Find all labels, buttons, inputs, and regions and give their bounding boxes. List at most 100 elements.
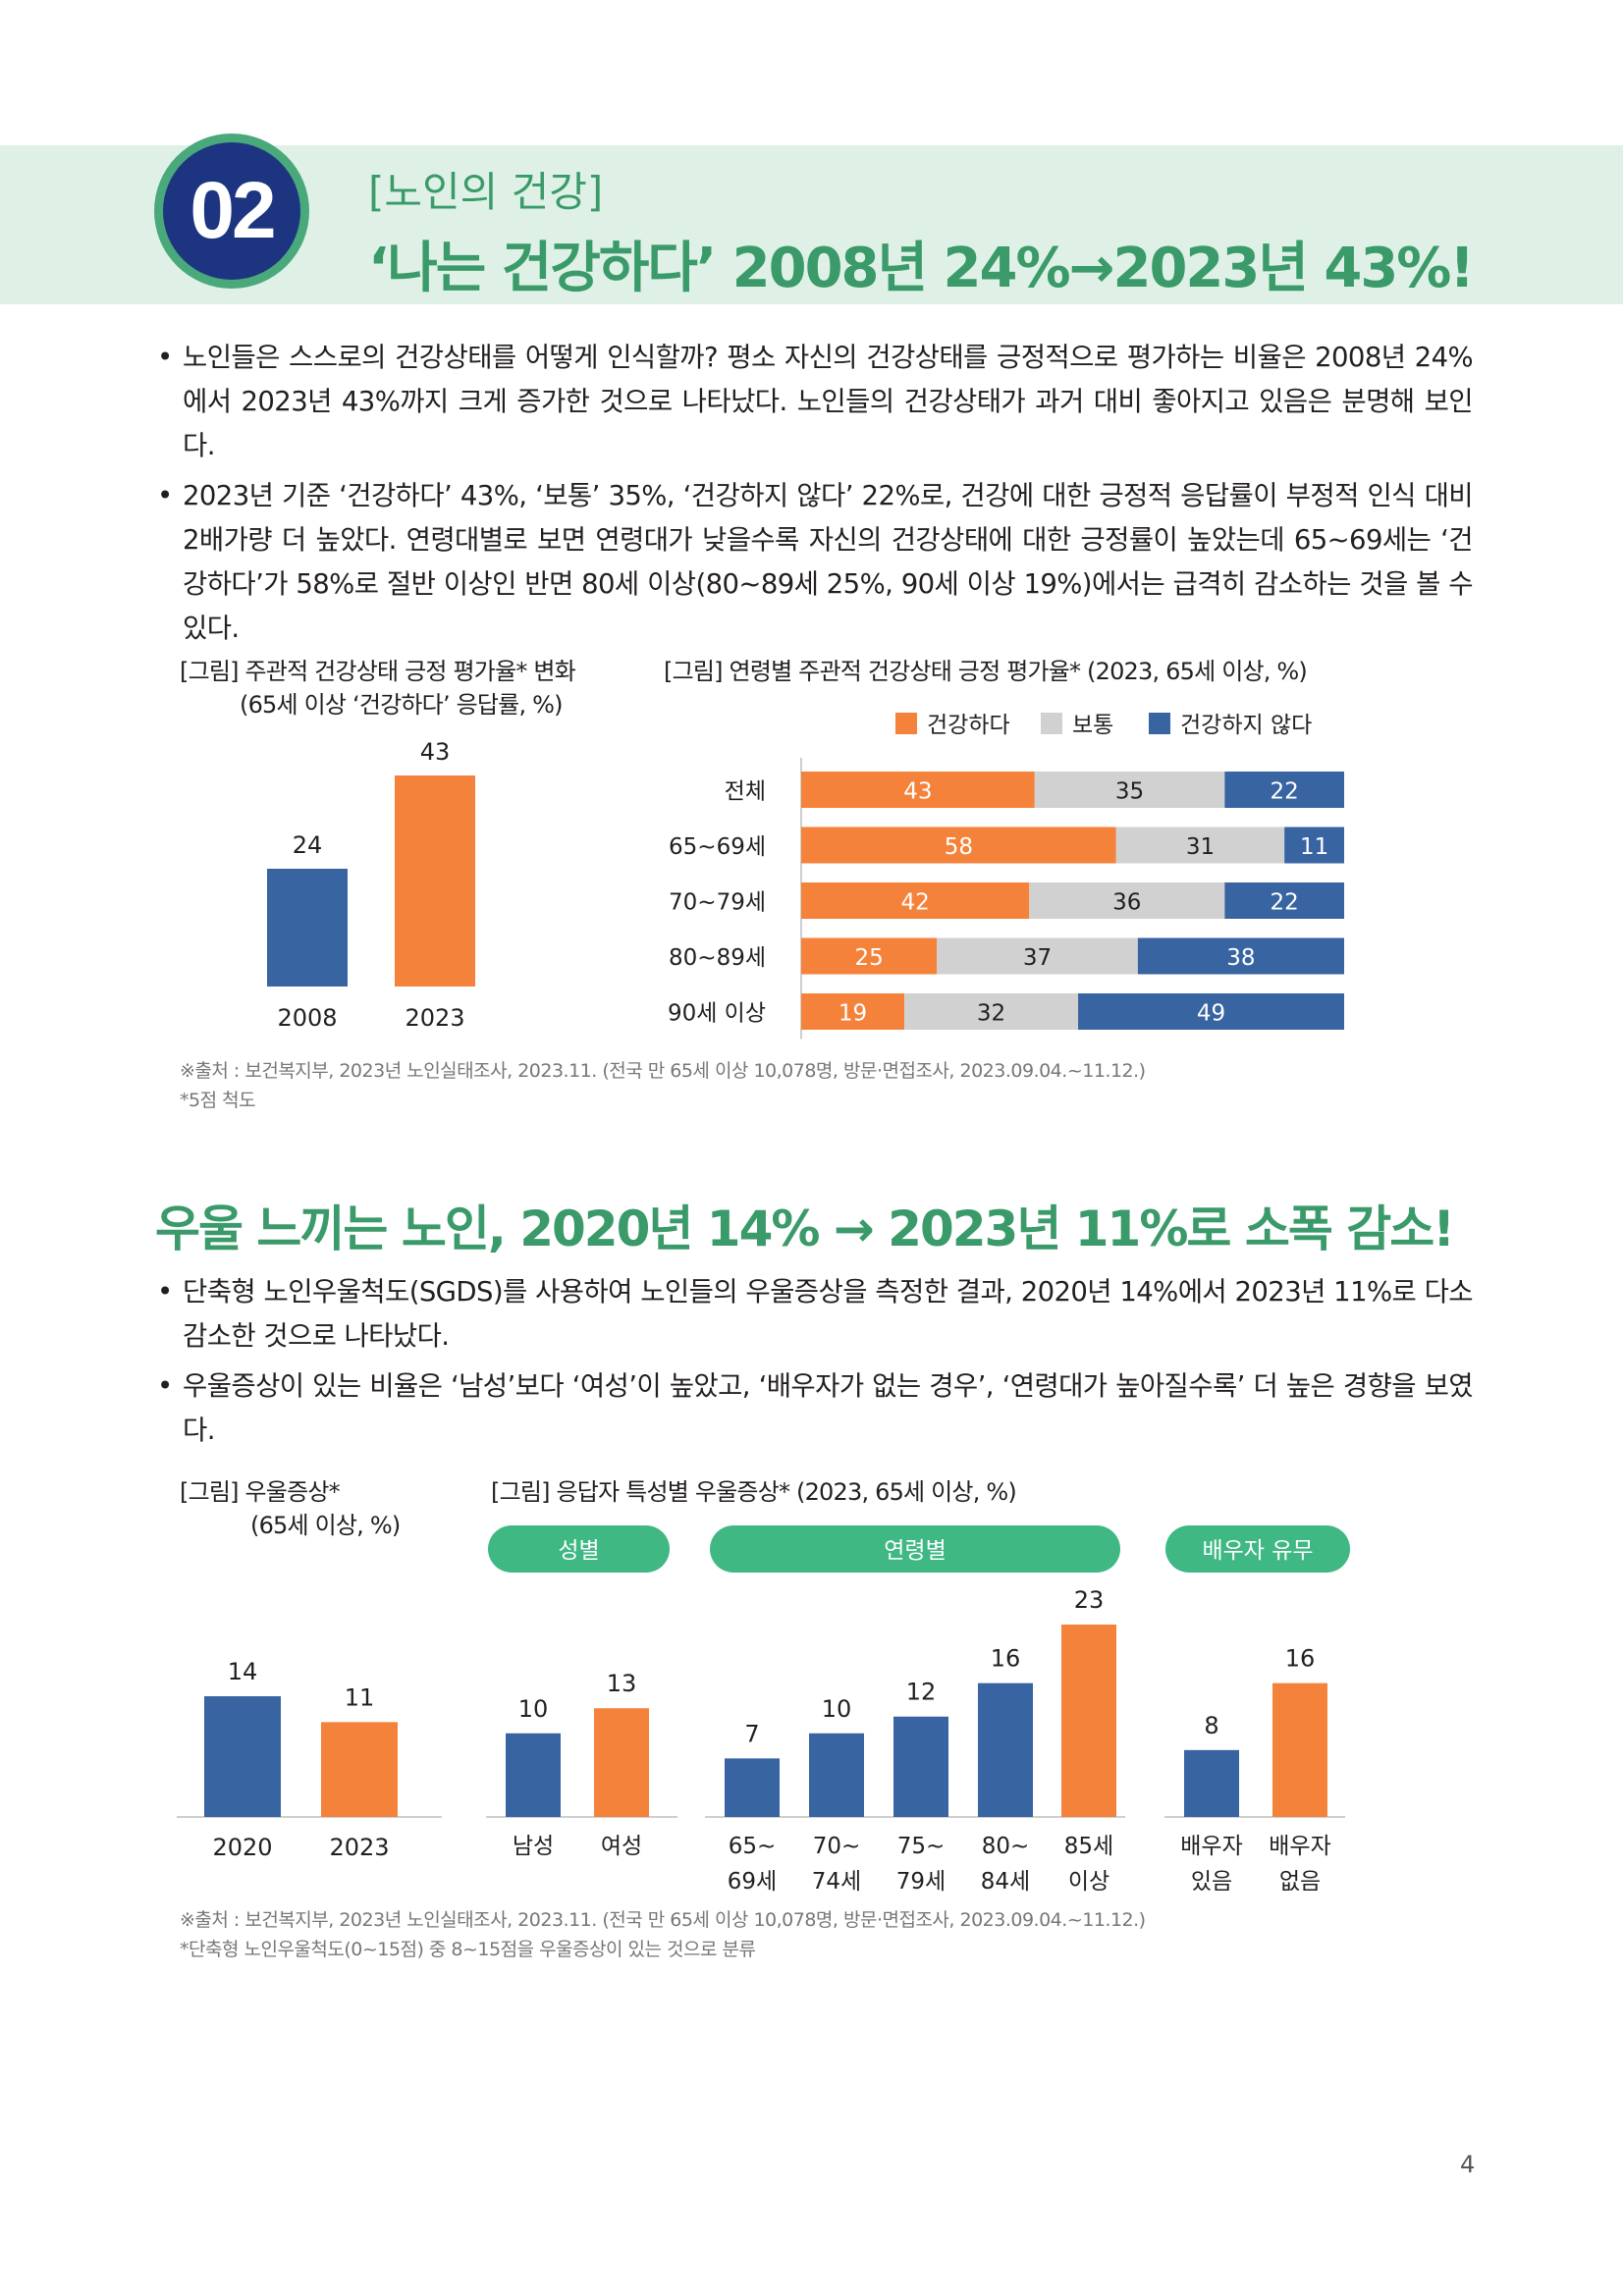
bar-segment <box>1078 993 1344 1030</box>
data-label: 22 <box>1271 779 1299 805</box>
data-label: 7 <box>744 1720 759 1747</box>
data-label: 12 <box>906 1679 937 1706</box>
bar-segment <box>801 937 938 975</box>
data-label: 16 <box>991 1645 1021 1673</box>
bar-segment <box>1284 827 1344 864</box>
x-tick-label: 2023 <box>405 1004 464 1032</box>
bullet-item: • 노인들은 스스로의 건강상태를 어떻게 인식할까? 평소 자신의 건강상태를 … <box>157 342 1474 461</box>
section-subtitle: [노인의 건강] <box>368 168 604 216</box>
data-label: 16 <box>1285 1645 1316 1673</box>
data-label: 38 <box>1226 945 1255 971</box>
bar-segment <box>937 937 1138 975</box>
bar <box>725 1758 780 1817</box>
bar-segment <box>1137 937 1344 975</box>
x-tick-label: 배우자 <box>1269 1834 1330 1859</box>
data-label: 23 <box>1074 1586 1105 1614</box>
x-tick-label: 80~ <box>982 1834 1030 1859</box>
y-tick-label: 70~79세 <box>669 890 766 916</box>
fig4-caption: [그림] 응답자 특성별 우울증상* (2023, 65세 이상, %) <box>491 1478 1017 1506</box>
x-tick-label: 이상 <box>1068 1869 1109 1893</box>
bar <box>1061 1625 1116 1817</box>
y-tick-label: 65~69세 <box>669 834 766 860</box>
x-tick-label: 70~ <box>813 1834 861 1859</box>
legend-label: 건강하지 않다 <box>1180 713 1312 738</box>
fig3-caption: [그림] 우울증상* <box>180 1478 341 1506</box>
bar-segment <box>1224 772 1344 808</box>
bar-segment <box>904 993 1079 1030</box>
legend-swatch <box>1149 713 1170 734</box>
x-tick-label: 74세 <box>812 1869 861 1893</box>
data-label: 8 <box>1204 1712 1218 1739</box>
data-label: 43 <box>903 779 932 805</box>
section-title: ‘나는 건강하다’ 2008년 24%→2023년 43%! <box>368 237 1475 300</box>
bar <box>204 1696 281 1817</box>
legend-label: 건강하다 <box>927 713 1010 738</box>
bar-segment <box>1224 882 1344 919</box>
bullet-item: • 단축형 노인우울척도(SGDS)를 사용하여 노인들의 우울증상을 측정한 결… <box>157 1276 1474 1352</box>
data-label: 19 <box>839 1001 867 1027</box>
bar-segment <box>1034 772 1225 808</box>
x-tick-label: 2008 <box>277 1004 337 1032</box>
data-label: 43 <box>420 738 451 766</box>
legend-swatch <box>895 713 917 734</box>
section2-bullets: • 단축형 노인우울척도(SGDS)를 사용하여 노인들의 우울증상을 측정한 결… <box>157 1270 1474 1459</box>
page-number: 4 <box>1460 2151 1476 2178</box>
bar <box>893 1716 948 1817</box>
chart-health-trend: 24 2008 43 2023 <box>267 738 475 1032</box>
bullet-item: • 2023년 기준 ‘건강하다’ 43%, ‘보통’ 35%, ‘건강하지 않다… <box>157 480 1474 644</box>
legend-label: 보통 <box>1072 713 1113 738</box>
x-tick-label: 2023 <box>329 1834 389 1861</box>
x-tick-label: 85세 <box>1064 1834 1113 1859</box>
x-tick-label: 84세 <box>981 1869 1030 1893</box>
data-label: 49 <box>1197 1001 1225 1027</box>
source-note: ※출처 : 보건복지부, 2023년 노인실태조사, 2023.11. (전국 … <box>180 1909 1146 1931</box>
data-label: 37 <box>1023 945 1052 971</box>
y-tick-label: 90세 이상 <box>668 1001 766 1027</box>
data-label: 58 <box>945 834 973 860</box>
fig3-caption-sub: (65세 이상, %) <box>250 1512 401 1539</box>
data-label: 42 <box>900 890 929 916</box>
chart-depression-by-group: 성별 10 남성 13 여성 연령별 7 65~ 69세 10 70~ 74세 12 75~ 79세 16 80… <box>486 1525 1350 1893</box>
bar <box>594 1708 649 1817</box>
y-tick-label: 전체 <box>725 779 766 805</box>
bar-segment <box>801 827 1116 864</box>
x-tick-label: 79세 <box>896 1869 946 1893</box>
footnote: *5점 척도 <box>180 1090 256 1111</box>
fig1-caption: [그림] 주관적 건강상태 긍정 평가율* 변화 <box>180 658 576 685</box>
bar-segment <box>1115 827 1285 864</box>
x-tick-label: 있음 <box>1191 1869 1232 1893</box>
x-tick-label: 배우자 <box>1180 1834 1242 1859</box>
bar-segment <box>801 882 1030 919</box>
data-label: 25 <box>854 945 883 971</box>
data-label: 31 <box>1186 834 1215 860</box>
group-label: 배우자 유무 <box>1202 1538 1313 1564</box>
bar <box>1272 1682 1327 1817</box>
fig1-caption-sub: (65세 이상 ‘건강하다’ 응답률, %) <box>240 691 563 719</box>
bar-segment <box>801 993 905 1030</box>
data-label: 22 <box>1271 890 1299 916</box>
y-tick-label: 80~89세 <box>669 945 766 971</box>
data-label: 10 <box>822 1695 852 1723</box>
section1-bullets: • 노인들은 스스로의 건강상태를 어떻게 인식할까? 평소 자신의 건강상태를 … <box>157 336 1474 657</box>
bullet-item: • 우울증상이 있는 비율은 ‘남성’보다 ‘여성’이 높았고, ‘배우자가 없는… <box>157 1370 1474 1446</box>
chart-depression-trend: 14 2020 11 2023 <box>177 1658 442 1861</box>
bar <box>1184 1749 1239 1817</box>
x-tick-label: 65~ <box>729 1834 777 1859</box>
source-note: ※출처 : 보건복지부, 2023년 노인실태조사, 2023.11. (전국 … <box>180 1060 1146 1082</box>
data-label: 14 <box>228 1658 258 1685</box>
group-pill <box>710 1525 1120 1573</box>
bar-segment <box>801 772 1035 808</box>
data-label: 36 <box>1112 890 1141 916</box>
x-tick-label: 2020 <box>212 1834 272 1861</box>
bar <box>395 775 475 987</box>
data-label: 24 <box>293 831 323 859</box>
x-tick-label: 남성 <box>513 1834 554 1859</box>
group-pill <box>488 1525 670 1573</box>
bar <box>809 1733 864 1817</box>
x-tick-label: 69세 <box>728 1869 777 1893</box>
data-label: 35 <box>1115 779 1144 805</box>
x-tick-label: 여성 <box>601 1834 642 1859</box>
data-label: 10 <box>518 1695 549 1723</box>
group-pill <box>1165 1525 1350 1573</box>
